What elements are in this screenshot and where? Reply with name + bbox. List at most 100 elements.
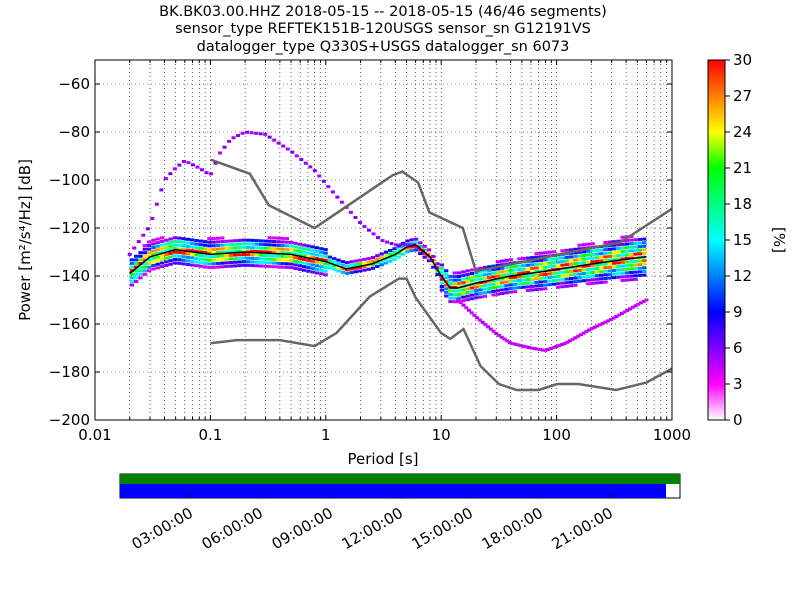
- heatmap-cell: [297, 260, 302, 264]
- heatmap-cell: [375, 257, 380, 261]
- heatmap-cell: [366, 264, 371, 268]
- outlier-cell: [559, 343, 564, 347]
- heatmap-cell: [332, 260, 337, 264]
- heatmap-cell: [616, 250, 621, 254]
- outlier-cell: [132, 246, 137, 250]
- heatmap-cell: [159, 239, 165, 243]
- heatmap-cell: [129, 272, 135, 276]
- y-tick-label: −100: [49, 171, 90, 189]
- heatmap-cell: [202, 250, 208, 254]
- heatmap-cell: [254, 246, 259, 250]
- heatmap-cell: [164, 263, 169, 267]
- outlier-cell: [213, 161, 218, 165]
- heatmap-cell: [241, 260, 246, 264]
- heatmap-cell: [642, 248, 647, 252]
- heatmap-cell: [547, 279, 552, 283]
- heatmap-cell: [491, 293, 496, 297]
- heatmap-cell: [250, 249, 255, 253]
- heatmap-cell: [422, 252, 427, 256]
- outlier-cell: [532, 347, 537, 351]
- heatmap-cell: [224, 264, 229, 268]
- heatmap-cell: [439, 288, 445, 292]
- heatmap-cell: [220, 243, 225, 247]
- heatmap-cell: [573, 269, 578, 273]
- heatmap-cell: [289, 248, 294, 252]
- heatmap-cell: [581, 264, 587, 268]
- heatmap-cell: [564, 248, 569, 252]
- heatmap-cell: [482, 269, 488, 273]
- heatmap-cell: [293, 241, 298, 245]
- x-tick-label: 0.1: [198, 426, 222, 444]
- heatmap-cell: [245, 263, 251, 267]
- heatmap-cell: [233, 253, 238, 257]
- heatmap-cell: [142, 244, 147, 248]
- outlier-cell: [263, 132, 268, 136]
- heatmap-cell: [172, 257, 178, 261]
- heatmap-cell: [164, 260, 169, 264]
- heatmap-cell: [560, 260, 565, 264]
- heatmap-cell: [521, 256, 526, 260]
- outlier-cell: [394, 243, 399, 247]
- heatmap-cell: [142, 262, 147, 266]
- outlier-cell: [638, 301, 643, 305]
- heatmap-cell: [469, 293, 475, 297]
- heatmap-cell: [637, 263, 643, 267]
- heatmap-cell: [629, 270, 634, 274]
- heatmap-cell: [620, 278, 625, 282]
- heatmap-cell: [629, 245, 634, 249]
- heatmap-cell: [461, 295, 466, 299]
- heatmap-cell: [512, 272, 518, 276]
- outlier-cell: [303, 161, 308, 165]
- noise-models: [209, 158, 673, 392]
- heatmap-cell: [215, 265, 221, 269]
- heatmap-cell: [297, 253, 302, 257]
- plot-area: 0.01 0.1 1 10 100 1000 −200 −180 −160 −140 −120 −1…: [49, 59, 691, 444]
- heatmap-cell: [241, 249, 246, 253]
- heatmap-cell: [194, 246, 199, 250]
- heatmap-cell: [211, 262, 216, 266]
- heatmap-cell: [250, 253, 255, 257]
- heatmap-cell: [301, 268, 307, 272]
- outlier-cell: [625, 308, 630, 312]
- heatmap-cell: [190, 252, 195, 256]
- heatmap-cell: [560, 281, 565, 285]
- heatmap-cell: [353, 270, 358, 274]
- heatmap-cell: [310, 266, 315, 270]
- heatmap-cell: [400, 249, 406, 253]
- heatmap-cell: [482, 276, 488, 280]
- heatmap-cell: [129, 258, 135, 262]
- heatmap-cell: [560, 274, 565, 278]
- heatmap-cell: [555, 256, 561, 260]
- heatmap-cell: [599, 252, 604, 256]
- heatmap-cell: [396, 248, 401, 252]
- heatmap-cell: [633, 277, 638, 281]
- heatmap-cell: [642, 259, 647, 263]
- heatmap-cell: [284, 255, 290, 259]
- heatmap-cell: [332, 264, 337, 268]
- outlier-cell: [622, 310, 627, 314]
- heatmap-cell: [250, 242, 255, 246]
- y-tick-label: −140: [49, 267, 90, 285]
- outlier-cell: [576, 334, 581, 338]
- heatmap-cell: [237, 249, 242, 253]
- heatmap-cell: [624, 253, 630, 257]
- x-tick-label: 0.01: [78, 426, 111, 444]
- heatmap-cell: [577, 265, 582, 269]
- heatmap-cell: [224, 261, 229, 265]
- colorbar-ticks: 0 3 6 9 12 15 18 21 24 27 30: [725, 51, 752, 429]
- heatmap-cell: [345, 261, 350, 265]
- outlier-cell: [371, 232, 376, 236]
- heatmap-cell: [327, 262, 333, 266]
- outlier-cell: [592, 325, 597, 329]
- heatmap-cell: [525, 274, 531, 278]
- heatmap-cell: [504, 266, 509, 270]
- x-tick-label: 10: [432, 426, 451, 444]
- outlier-cell: [475, 316, 480, 320]
- heatmap-cell: [198, 246, 203, 250]
- heatmap-cell: [616, 272, 621, 276]
- heatmap-cell: [271, 243, 277, 247]
- heatmap-cell: [400, 245, 406, 249]
- outlier-cell: [136, 240, 141, 244]
- heatmap-cell: [207, 247, 212, 251]
